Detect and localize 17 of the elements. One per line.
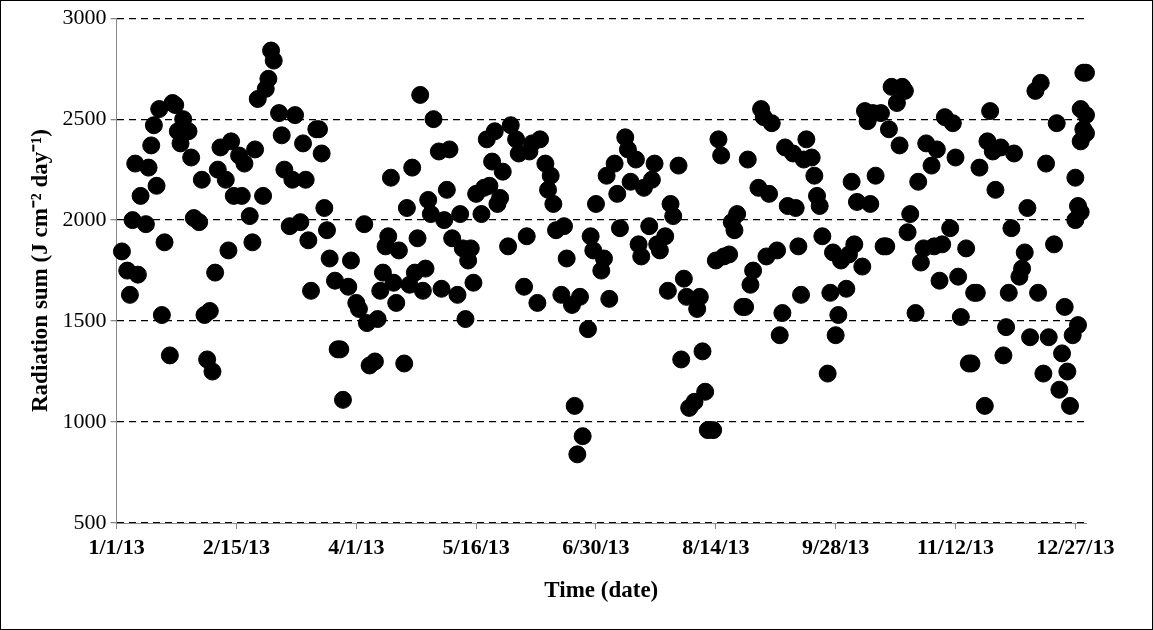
- x-tick-label: 9/28/13: [802, 533, 870, 559]
- x-tick-label: 5/16/13: [442, 533, 510, 559]
- x-tick-label: 1/1/13: [88, 533, 145, 559]
- x-tick-label: 2/15/13: [202, 533, 271, 559]
- y-tick-label: 1500: [62, 306, 107, 332]
- y-tick-label: 500: [73, 508, 107, 534]
- x-tick-label: 12/27/13: [1036, 533, 1115, 559]
- x-tick-label: 8/14/13: [682, 533, 750, 559]
- y-axis-title: Radiation sum (J cm⁻² day⁻¹): [26, 129, 52, 413]
- x-tick-label: 11/12/13: [917, 533, 995, 559]
- x-axis-title: Time (date): [544, 577, 659, 603]
- y-tick-label: 2000: [62, 205, 107, 231]
- y-tick-label: 2500: [62, 104, 107, 130]
- y-tick-label: 3000: [62, 3, 107, 29]
- y-tick-label: 1000: [62, 407, 107, 433]
- x-tick-label: 4/1/13: [328, 533, 385, 559]
- x-tick-label: 6/30/13: [562, 533, 630, 559]
